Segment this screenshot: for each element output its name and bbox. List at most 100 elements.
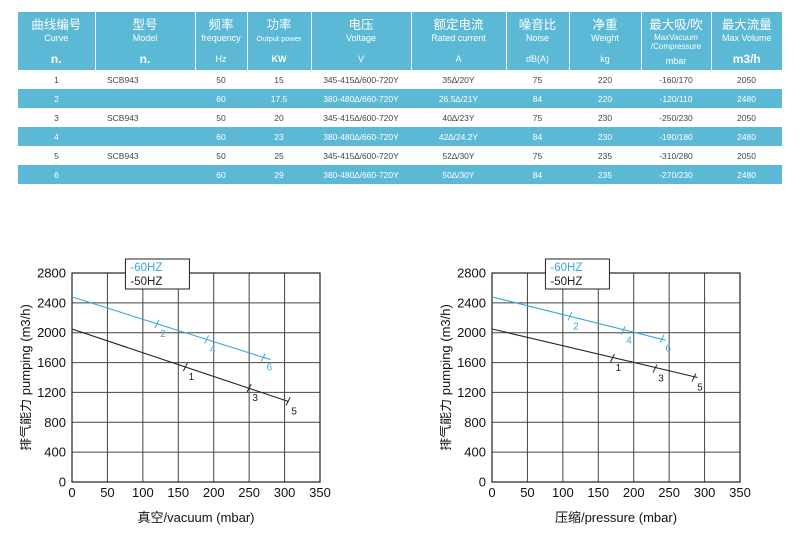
y-axis-title: 排气能力 pumping (m3/h) (20, 304, 33, 451)
table-cell-freq: 50 (216, 74, 226, 85)
series-line-60hz (491, 296, 666, 341)
table-cell-maxvac: -120/110 (641, 89, 711, 108)
table-cell-model (95, 127, 195, 146)
table-cell-weight: 220 (597, 74, 613, 85)
x-tick-label: 50 (520, 485, 534, 500)
table-cell-maxvac: -310/280 (659, 150, 693, 161)
table-cell-weight: 230 (569, 127, 641, 146)
legend-box (124, 258, 190, 290)
y-tick-label: 1600 (457, 355, 486, 370)
y-tick-label: 2400 (457, 295, 486, 310)
y-tick-label: 2000 (457, 325, 486, 340)
x-tick-label: 0 (68, 485, 75, 500)
curve-label: 3 (658, 374, 664, 385)
curve-marker (691, 373, 697, 382)
table-header-row: 曲线编号 Curve n. 型号 Model n. 频率 frequency Hz 功率 Ou… (18, 12, 782, 70)
x-tick-label: 300 (274, 485, 296, 500)
header-voltage: 电压 Voltage V (311, 12, 412, 70)
x-tick-label: 0 (488, 485, 495, 500)
curve-label: 2 (160, 329, 166, 340)
table-cell-curve: 1 (54, 74, 59, 85)
series-line-60hz (71, 296, 271, 361)
y-tick-label: 1600 (37, 355, 66, 370)
table-cell-model (95, 89, 195, 108)
table-cell-weight: 235 (597, 150, 613, 161)
y-axis-title: 排气能力 pumping (m3/h) (440, 304, 453, 451)
spec-table: 曲线编号 Curve n. 型号 Model n. 频率 frequency Hz 功率 Ou… (18, 12, 782, 184)
header-noise: 噪音比 Noise dB(A) (506, 12, 570, 70)
table-cell-noise: 84 (506, 89, 569, 108)
table-cell-power: 17.5 (247, 89, 311, 108)
table-cell-freq: 60 (195, 89, 247, 108)
table-cell-noise: 75 (532, 112, 543, 123)
curve-label: 6 (665, 344, 671, 355)
table-cell-voltage: 380-480∆/660-720Y (311, 165, 411, 184)
table-row: 4 60 23 380-480∆/660-720Y 42∆/24.2Y 84 230 -190… (18, 127, 782, 146)
table-cell-current: 35∆/20Y (442, 74, 475, 85)
pressure-chart: 0 400 800 1200 1600 2000 2400 2800 0 50 100 150 200 2… (440, 258, 751, 525)
table-cell-freq: 50 (216, 112, 226, 123)
y-tick-label: 400 (464, 445, 486, 460)
curve-label: 4 (626, 335, 632, 346)
table-cell-maxvac: -190/180 (641, 127, 711, 146)
table-cell-weight: 235 (569, 165, 641, 184)
curve-marker (260, 353, 266, 362)
y-tick-label: 2800 (37, 266, 66, 281)
table-cell-weight: 230 (597, 112, 613, 123)
table-cell-voltage: 345-415∆/600-720Y (323, 112, 399, 123)
table-cell-curve: 4 (18, 127, 95, 146)
header-power: 功率 Output power KW (247, 12, 312, 70)
table-cell-model: SCB943 (107, 74, 139, 85)
y-tick-label: 0 (59, 475, 66, 490)
plot-frame (71, 272, 321, 483)
table-cell-noise: 75 (532, 150, 543, 161)
x-tick-label: 100 (552, 485, 574, 500)
curve-label: 5 (697, 383, 703, 394)
table-row: 1 SCB943 50 15 345-415∆/600-720Y 35∆/20Y 75 220… (18, 70, 782, 89)
table-cell-current: 52∆/30Y (442, 150, 475, 161)
curve-marker (610, 353, 615, 363)
x-tick-label: 200 (623, 485, 645, 500)
curve-label: 5 (291, 406, 297, 417)
header-model: 型号 Model n. (95, 12, 196, 70)
legend-50hz: -50HZ (550, 276, 582, 288)
vacuum-chart: 0 400 800 1200 1600 2000 2400 2800 0 50 100 150 200 2… (20, 258, 331, 525)
table-row: 3 SCB943 50 20 345-415∆/600-720Y 40∆/23Y 75 230… (18, 108, 782, 127)
plot-frame (491, 272, 741, 483)
y-tick-label: 0 (479, 475, 486, 490)
table-cell-maxvac: -160/170 (659, 74, 693, 85)
curve-marker (659, 334, 665, 343)
curve-marker (154, 319, 160, 328)
table-cell-model: SCB943 (107, 150, 139, 161)
y-tick-label: 2400 (37, 295, 66, 310)
table-cell-freq: 60 (195, 165, 247, 184)
table-cell-noise: 75 (532, 74, 543, 85)
table-cell-maxvol: 2050 (737, 112, 756, 123)
table-cell-current: 42∆/24.2Y (411, 127, 506, 146)
header-maxvacuum: 最大吸/吹 MaxVacuum /Compressure mbar (641, 12, 712, 70)
curve-marker (620, 326, 626, 335)
table-cell-noise: 84 (506, 127, 569, 146)
x-tick-label: 350 (729, 485, 751, 500)
table-cell-voltage: 380-480∆/660-720Y (311, 127, 411, 146)
table-cell-curve: 2 (18, 89, 95, 108)
table-cell-model (95, 165, 195, 184)
table-cell-noise: 84 (506, 165, 569, 184)
table-cell-current: 26.5∆/21Y (411, 89, 506, 108)
curve-marker (285, 397, 291, 406)
legend-box (544, 258, 610, 290)
x-tick-label: 50 (100, 485, 114, 500)
table-cell-maxvol: 2050 (737, 150, 756, 161)
table-row: 2 60 17.5 380-480∆/660-720Y 26.5∆/21Y 84 220 -1… (18, 89, 782, 108)
table-cell-current: 50∆/30Y (411, 165, 506, 184)
x-tick-label: 250 (238, 485, 260, 500)
legend-60hz: -60HZ (550, 262, 582, 274)
table-cell-maxvol: 2480 (711, 89, 782, 108)
table-cell-voltage: 380-480∆/660-720Y (311, 89, 411, 108)
x-tick-label: 250 (658, 485, 680, 500)
table-cell-power: 15 (274, 74, 284, 85)
table-cell-power: 25 (274, 150, 284, 161)
x-tick-label: 150 (167, 485, 189, 500)
table-body: 1 SCB943 50 15 345-415∆/600-720Y 35∆/20Y 75 220… (18, 70, 782, 184)
curve-label: 1 (189, 372, 195, 383)
